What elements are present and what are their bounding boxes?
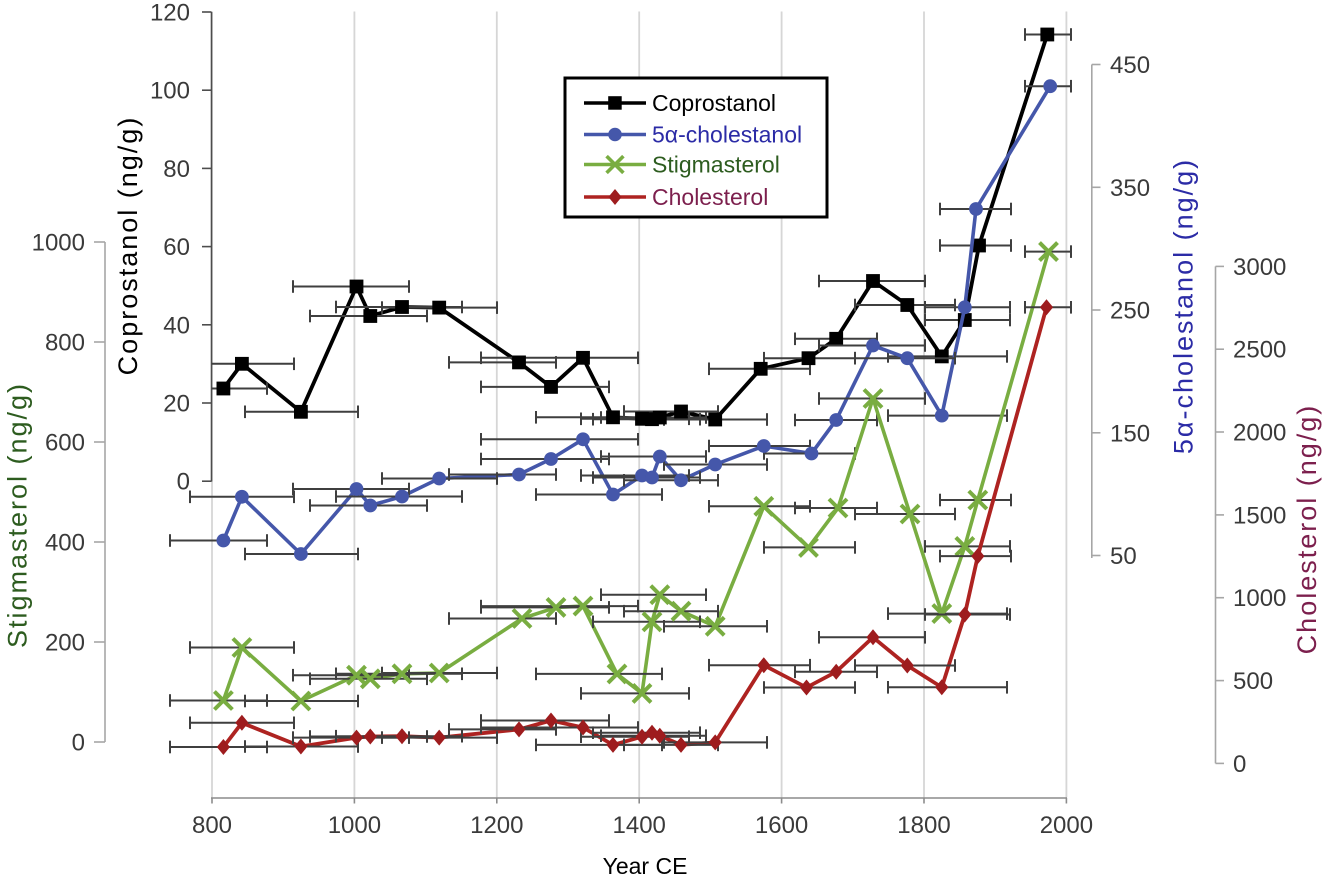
svg-text:120: 120 xyxy=(150,0,190,27)
svg-text:800: 800 xyxy=(192,812,232,839)
svg-text:1000: 1000 xyxy=(32,230,85,257)
svg-text:Stigmasterol (ng/g): Stigmasterol (ng/g) xyxy=(3,382,33,648)
svg-text:0: 0 xyxy=(72,730,85,757)
svg-text:1400: 1400 xyxy=(613,812,666,839)
svg-text:Year CE: Year CE xyxy=(603,853,688,879)
svg-text:Stigmasterol: Stigmasterol xyxy=(652,152,780,178)
svg-text:80: 80 xyxy=(163,156,190,183)
svg-text:Coprostanol: Coprostanol xyxy=(652,90,776,116)
svg-text:50: 50 xyxy=(1110,543,1137,570)
svg-text:1000: 1000 xyxy=(328,812,381,839)
svg-text:400: 400 xyxy=(45,530,85,557)
svg-text:600: 600 xyxy=(45,430,85,457)
svg-text:2500: 2500 xyxy=(1233,337,1286,364)
svg-text:800: 800 xyxy=(45,330,85,357)
svg-text:40: 40 xyxy=(163,312,190,339)
svg-text:1800: 1800 xyxy=(897,812,950,839)
svg-text:250: 250 xyxy=(1110,298,1150,325)
svg-text:1500: 1500 xyxy=(1233,502,1286,529)
svg-text:20: 20 xyxy=(163,391,190,418)
svg-text:5α-cholestanol: 5α-cholestanol xyxy=(652,122,802,148)
svg-text:2000: 2000 xyxy=(1233,420,1286,447)
svg-text:0: 0 xyxy=(177,469,190,496)
svg-text:0: 0 xyxy=(1233,751,1246,778)
svg-text:350: 350 xyxy=(1110,175,1150,202)
svg-text:60: 60 xyxy=(163,234,190,261)
svg-text:2000: 2000 xyxy=(1040,812,1093,839)
svg-text:100: 100 xyxy=(150,78,190,105)
svg-text:3000: 3000 xyxy=(1233,254,1286,281)
svg-text:1200: 1200 xyxy=(470,812,523,839)
svg-text:450: 450 xyxy=(1110,52,1150,79)
svg-text:500: 500 xyxy=(1233,668,1273,695)
svg-text:200: 200 xyxy=(45,630,85,657)
svg-text:Coprostanol (ng/g): Coprostanol (ng/g) xyxy=(113,116,143,376)
svg-text:5α-cholestanol (ng/g): 5α-cholestanol (ng/g) xyxy=(1169,158,1199,454)
svg-text:Cholesterol (ng/g): Cholesterol (ng/g) xyxy=(1292,404,1322,655)
svg-text:150: 150 xyxy=(1110,420,1150,447)
svg-text:1000: 1000 xyxy=(1233,585,1286,612)
svg-text:Cholesterol: Cholesterol xyxy=(652,184,768,210)
svg-text:1600: 1600 xyxy=(755,812,808,839)
